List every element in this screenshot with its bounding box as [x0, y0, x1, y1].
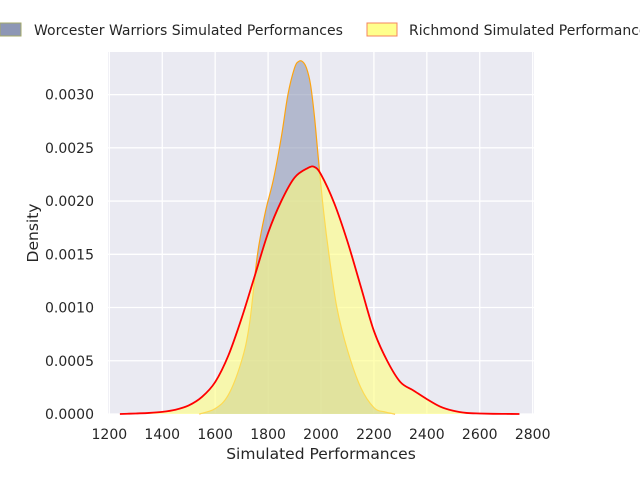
x-tick-label: 2600: [462, 427, 498, 443]
density-area-richmond: [119, 166, 520, 414]
legend-swatch-worcester: [0, 22, 22, 37]
x-tick-label: 2400: [409, 427, 445, 443]
density-areas: [119, 60, 520, 415]
x-axis-ticks: 1200 1400 1600 1800 2000 2200 2400 2600 2800: [92, 427, 551, 443]
y-tick-label: 0.0005: [45, 354, 94, 370]
x-tick-label: 1800: [250, 427, 286, 443]
legend-label-richmond: Richmond Simulated Performances: [409, 23, 640, 39]
y-tick-label: 0.0025: [45, 141, 94, 157]
y-tick-label: 0.0020: [45, 194, 94, 210]
y-tick-label: 0.0000: [45, 407, 94, 423]
y-tick-label: 0.0010: [45, 301, 94, 317]
density-line-richmond: [119, 165, 520, 415]
y-tick-label: 0.0015: [45, 247, 94, 263]
x-tick-label: 1600: [197, 427, 233, 443]
x-axis-label: Simulated Performances: [226, 445, 416, 463]
legend-swatch-richmond: [366, 22, 398, 37]
y-tick-label: 0.0030: [45, 88, 94, 104]
x-tick-label: 2800: [515, 427, 551, 443]
x-tick-label: 2200: [356, 427, 392, 443]
y-axis-label: Density: [24, 204, 42, 263]
legend-label-worcester: Worcester Warriors Simulated Performance…: [34, 23, 343, 39]
legend: Worcester Warriors Simulated Performance…: [0, 22, 640, 39]
y-axis-ticks: 0.0000 0.0005 0.0010 0.0015 0.0020 0.0025 0.00…: [45, 88, 94, 423]
x-tick-label: 2000: [303, 427, 339, 443]
x-tick-label: 1400: [144, 427, 180, 443]
x-tick-label: 1200: [92, 427, 128, 443]
